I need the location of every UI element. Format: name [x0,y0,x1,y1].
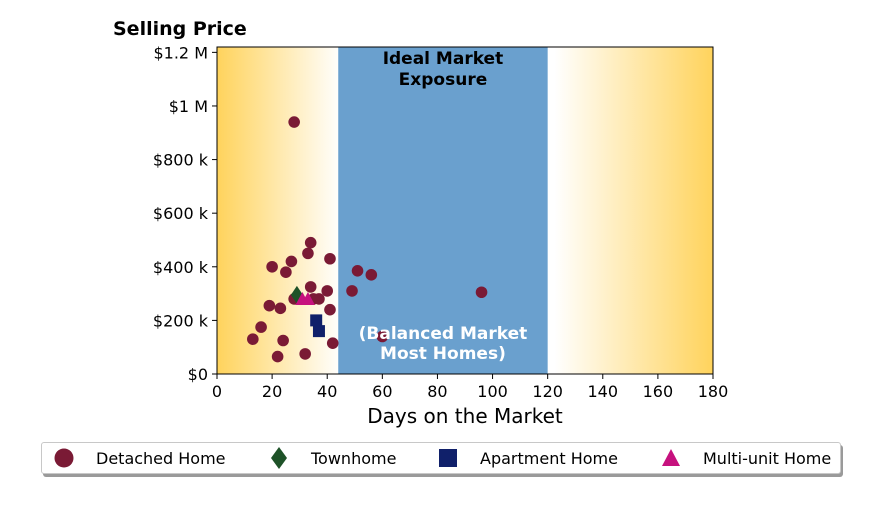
band-annotations: Ideal Market Exposure (Balanced Market M… [359,49,528,364]
x-tick-label: 120 [532,382,563,401]
legend-label: Townhome [311,448,397,468]
y-tick-label: $1 M [169,97,208,116]
x-tick-label: 60 [372,382,392,401]
x-axis-title: Days on the Market [367,404,563,428]
detached-home-point [299,348,311,360]
detached-home-point [266,260,278,273]
y-axis-title: Selling Price [113,18,247,40]
diamond-marker-icon [271,447,287,469]
detached-home-point [346,285,358,297]
detached-home-point [255,321,267,333]
chart-canvas: Ideal Market Exposure (Balanced Market M… [113,18,728,428]
detached-home-point [351,265,364,277]
y-tick-label: $0 [188,365,208,384]
legend-label: Detached Home [96,448,226,468]
detached-home-point [271,350,284,363]
legend-item-townhome: Townhome [267,447,396,469]
detached-home-point [285,255,298,268]
circle-marker-icon [54,448,74,468]
square-marker-icon [439,449,457,467]
ideal-exposure-band [338,47,548,374]
x-axis: 0 20 40 60 80 100 120 140 160 180 [212,374,728,401]
legend-label: Apartment Home [480,448,618,468]
detached-home-point [313,293,325,305]
triangle-marker-icon [662,449,680,466]
detached-home-point [277,334,289,347]
detached-home-point [274,302,287,315]
x-tick-label: 40 [317,382,337,401]
detached-home-point [324,303,336,316]
detached-home-point [376,330,389,343]
legend: Detached Home Townhome Apartment Home Mu… [41,442,841,474]
detached-home-point [324,252,336,265]
y-tick-label: $200 k [153,311,209,330]
x-tick-label: 20 [262,382,282,401]
x-tick-label: 0 [212,382,222,401]
detached-home-point [302,247,314,260]
multi-unit-home-point [300,291,315,305]
legend-item-apartment-home: Apartment Home [436,447,618,469]
detached-home-point [304,281,317,293]
y-tick-label: $800 k [153,151,209,170]
detached-home-point [326,337,339,349]
band-title-line-2: Exposure [399,70,488,90]
x-tick-label: 80 [427,382,447,401]
legend-item-detached-home: Detached Home [52,447,226,469]
y-tick-label: $400 k [153,258,209,277]
detached-home-point [304,236,317,249]
detached-home-point [288,116,300,128]
detached-home-point [247,333,259,345]
y-tick-label: $600 k [153,204,209,223]
plot-frame [216,46,714,375]
legend-item-multi-unit-home: Multi-unit Home [659,447,831,469]
y-axis: $0 $200 k $400 k $600 k $800 k $1 M $1.2 M [153,43,217,384]
legend-label: Multi-unit Home [703,448,832,468]
detached-home-point [475,286,488,299]
detached-home-point [365,269,378,281]
x-tick-label: 140 [588,382,619,401]
detached-home-point [280,266,292,278]
detached-home-point [263,299,276,312]
band-note-line-2: Most Homes) [380,344,506,364]
apartment-home-point [312,325,325,338]
y-tick-label: $1.2 M [153,43,208,62]
x-tick-label: 100 [477,382,508,401]
x-tick-label: 180 [698,382,729,401]
x-tick-label: 160 [643,382,674,401]
band-note-line-1: (Balanced Market [359,324,528,344]
detached-home-point [321,285,334,297]
band-title-line-1: Ideal Market [383,49,504,69]
data-points [247,116,488,363]
apartment-home-point [310,314,323,327]
